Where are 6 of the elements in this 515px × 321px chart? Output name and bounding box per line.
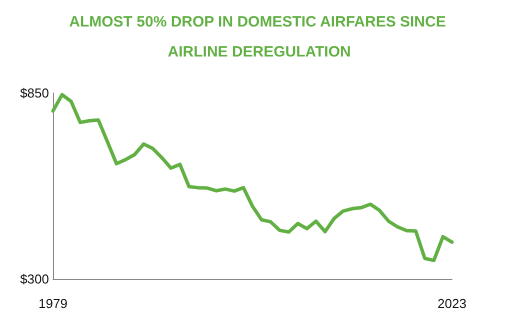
chart-title: ALMOST 50% DROP IN DOMESTIC AIRFARES SINCE AIRLINE DEREGULATION	[69, 14, 446, 60]
x-tick-label: 1979	[38, 296, 68, 311]
y-tick-label: $300	[20, 272, 49, 286]
y-tick-label: $850	[20, 86, 49, 100]
x-tick-label: 2023	[438, 296, 466, 311]
line-series	[51, 92, 454, 262]
